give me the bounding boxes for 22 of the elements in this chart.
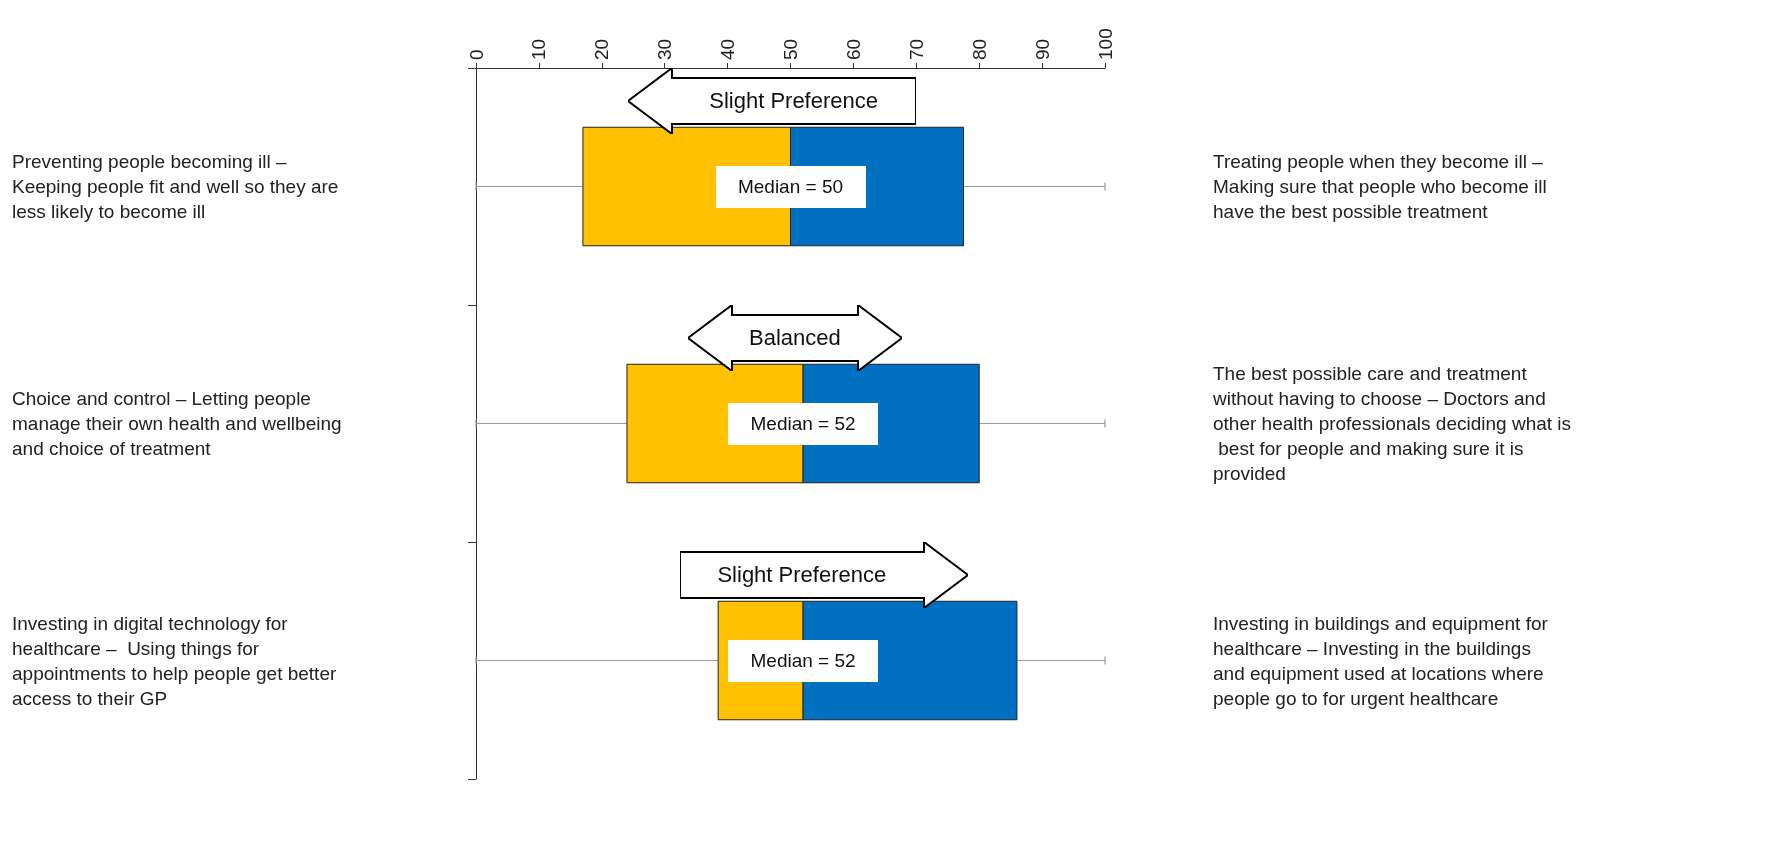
x-tick-label: 50 [780, 38, 801, 60]
annotation: Median = 52 [728, 402, 879, 445]
x-tick-label: 70 [905, 38, 927, 60]
x-tick-label: 90 [1031, 38, 1053, 60]
y-tick-label: Investing in digital technology for healthcare – Using things for appointments to help people get better access to their GP [12, 612, 342, 709]
annotation: Median = 50 [715, 165, 866, 208]
x-tick-label: 0 [465, 49, 487, 60]
annotation: Slight Preference [716, 560, 888, 589]
x-tick-label: 100 [1094, 28, 1116, 60]
x-tick-label: 20 [591, 38, 613, 60]
x-tick-label: 10 [528, 38, 550, 60]
y2-tick-label: Investing in buildings and equipment for healthcare – Investing in the buildings and equipment used at locations where people go to for urgent healthcare [1213, 612, 1554, 709]
y2-tick-label: The best possible care and treatment without having to choose – Doctors and other health professionals deciding what is best for people and making sure it is provided [1212, 363, 1572, 484]
x-tick-label: 40 [717, 38, 739, 60]
y-tick-label: Choice and control – Letting people manage their own health and wellbeing and choice of treatment [12, 388, 347, 459]
x-tick-label: 30 [654, 38, 676, 60]
y2-tick-label: Treating people when they become ill – Making sure that people who become ill have the best possible treatment [1213, 151, 1554, 222]
y-tick-label: Preventing people becoming ill – Keeping people fit and well so they are less likely to become ill [12, 151, 344, 222]
x-tick-label: 60 [842, 38, 864, 60]
annotation: Slight Preference [708, 86, 879, 115]
annotation: Median = 52 [728, 639, 879, 682]
x-tick-label: 80 [968, 38, 990, 60]
